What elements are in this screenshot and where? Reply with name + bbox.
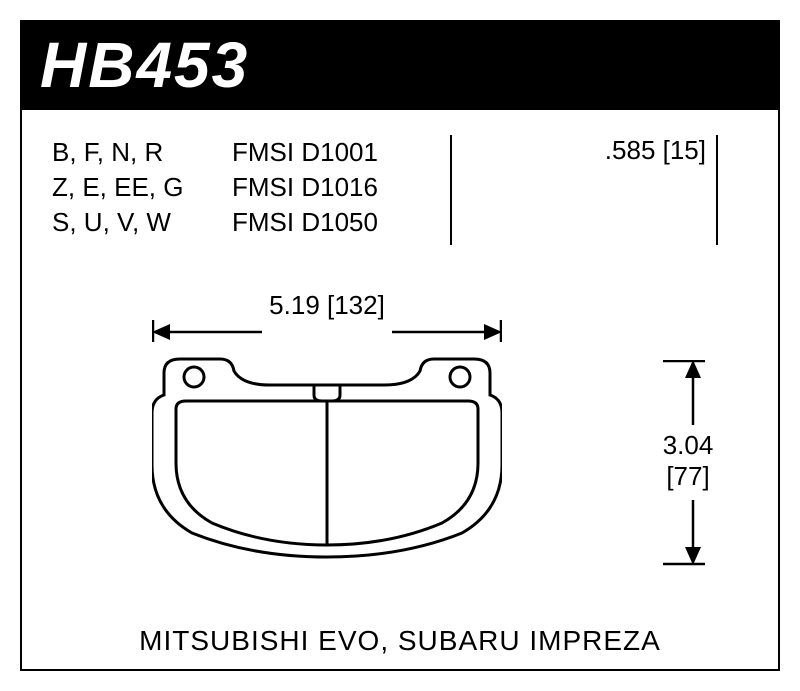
specs-row: B, F, N, R Z, E, EE, G S, U, V, W FMSI D… — [52, 135, 748, 245]
brake-pad-drawing — [152, 355, 502, 560]
vehicle-applications: MITSUBISHI EVO, SUBARU IMPREZA — [22, 625, 778, 657]
compound-line: S, U, V, W — [52, 205, 232, 240]
main-frame: B, F, N, R Z, E, EE, G S, U, V, W FMSI D… — [20, 110, 780, 671]
fmsi-line: FMSI D1001 — [232, 135, 430, 170]
header-bar: HB453 — [20, 20, 780, 110]
compound-line: B, F, N, R — [52, 135, 232, 170]
height-dimension: 3.04 [77] — [663, 360, 713, 560]
brake-pad-svg — [152, 355, 502, 560]
part-number: HB453 — [40, 28, 249, 102]
width-arrow-svg — [152, 292, 502, 342]
height-value: 3.04 — [653, 430, 723, 461]
height-label: 3.04 [77] — [653, 430, 723, 492]
fmsi-column: FMSI D1001 FMSI D1016 FMSI D1050 — [232, 135, 452, 245]
fmsi-line: FMSI D1050 — [232, 205, 430, 240]
width-dimension: 5.19 [132] — [152, 292, 502, 332]
compound-line: Z, E, EE, G — [52, 170, 232, 205]
compounds-column: B, F, N, R Z, E, EE, G S, U, V, W — [52, 135, 232, 240]
thickness-column: .585 [15] — [452, 135, 718, 245]
thickness-value: .585 [15] — [605, 135, 706, 166]
height-value-mm: [77] — [653, 461, 723, 492]
fmsi-line: FMSI D1016 — [232, 170, 430, 205]
diagram-area: 5.19 [132] 3.04 [77] — [22, 280, 778, 609]
